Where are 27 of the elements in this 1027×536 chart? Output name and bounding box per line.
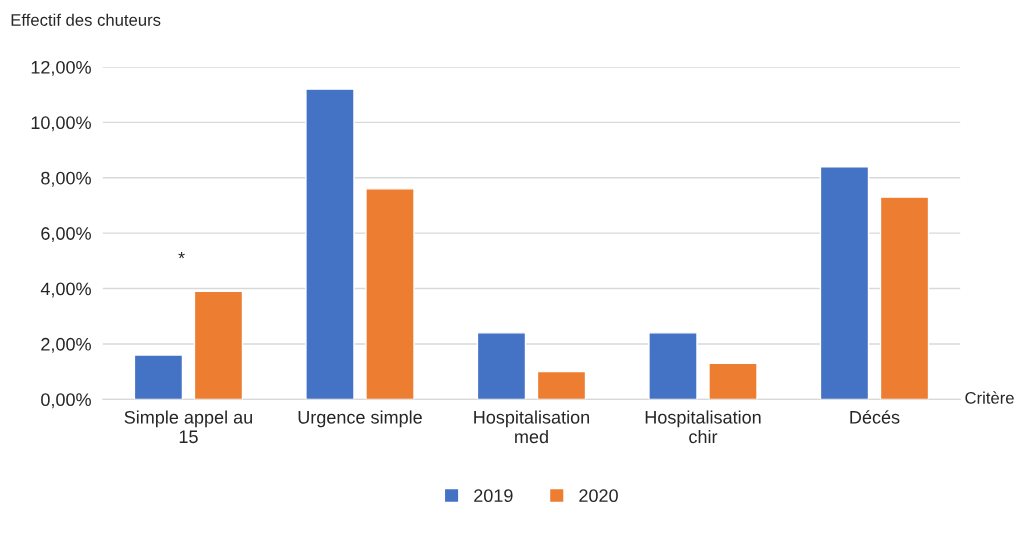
bar [536, 370, 587, 400]
y-tick-label: 4,00% [40, 282, 91, 298]
annotation: * [178, 251, 185, 259]
x-tick-label: Simple appel au 15 [124, 410, 252, 444]
bar [819, 166, 870, 400]
bar [648, 332, 698, 400]
y-tick-label: 2,00% [41, 337, 91, 353]
y-tick-label: 6,00% [41, 227, 91, 243]
bar [305, 88, 355, 400]
x-tick-label: Hospitalisation med [474, 410, 590, 444]
bar [193, 290, 244, 400]
bar [708, 362, 758, 400]
y-axis-title: Effectif des chuteurs [11, 13, 161, 26]
bar [365, 188, 415, 400]
x-axis-title: Critère [965, 391, 1014, 404]
bar [476, 332, 527, 400]
bar [879, 196, 930, 400]
bar [133, 354, 184, 400]
x-tick-label: Urgence simple [298, 410, 422, 428]
y-tick-label: 0,00% [41, 393, 91, 409]
y-tick-label: 8,00% [41, 171, 91, 187]
y-tick-label: 10,00% [31, 116, 91, 132]
legend-label: 2019 [474, 489, 513, 503]
y-tick-label: 12,00% [31, 60, 91, 76]
x-tick-label: Hospitalisation chir [645, 410, 761, 444]
x-tick-label: Décés [850, 410, 900, 424]
legend-label: 2020 [579, 489, 618, 503]
